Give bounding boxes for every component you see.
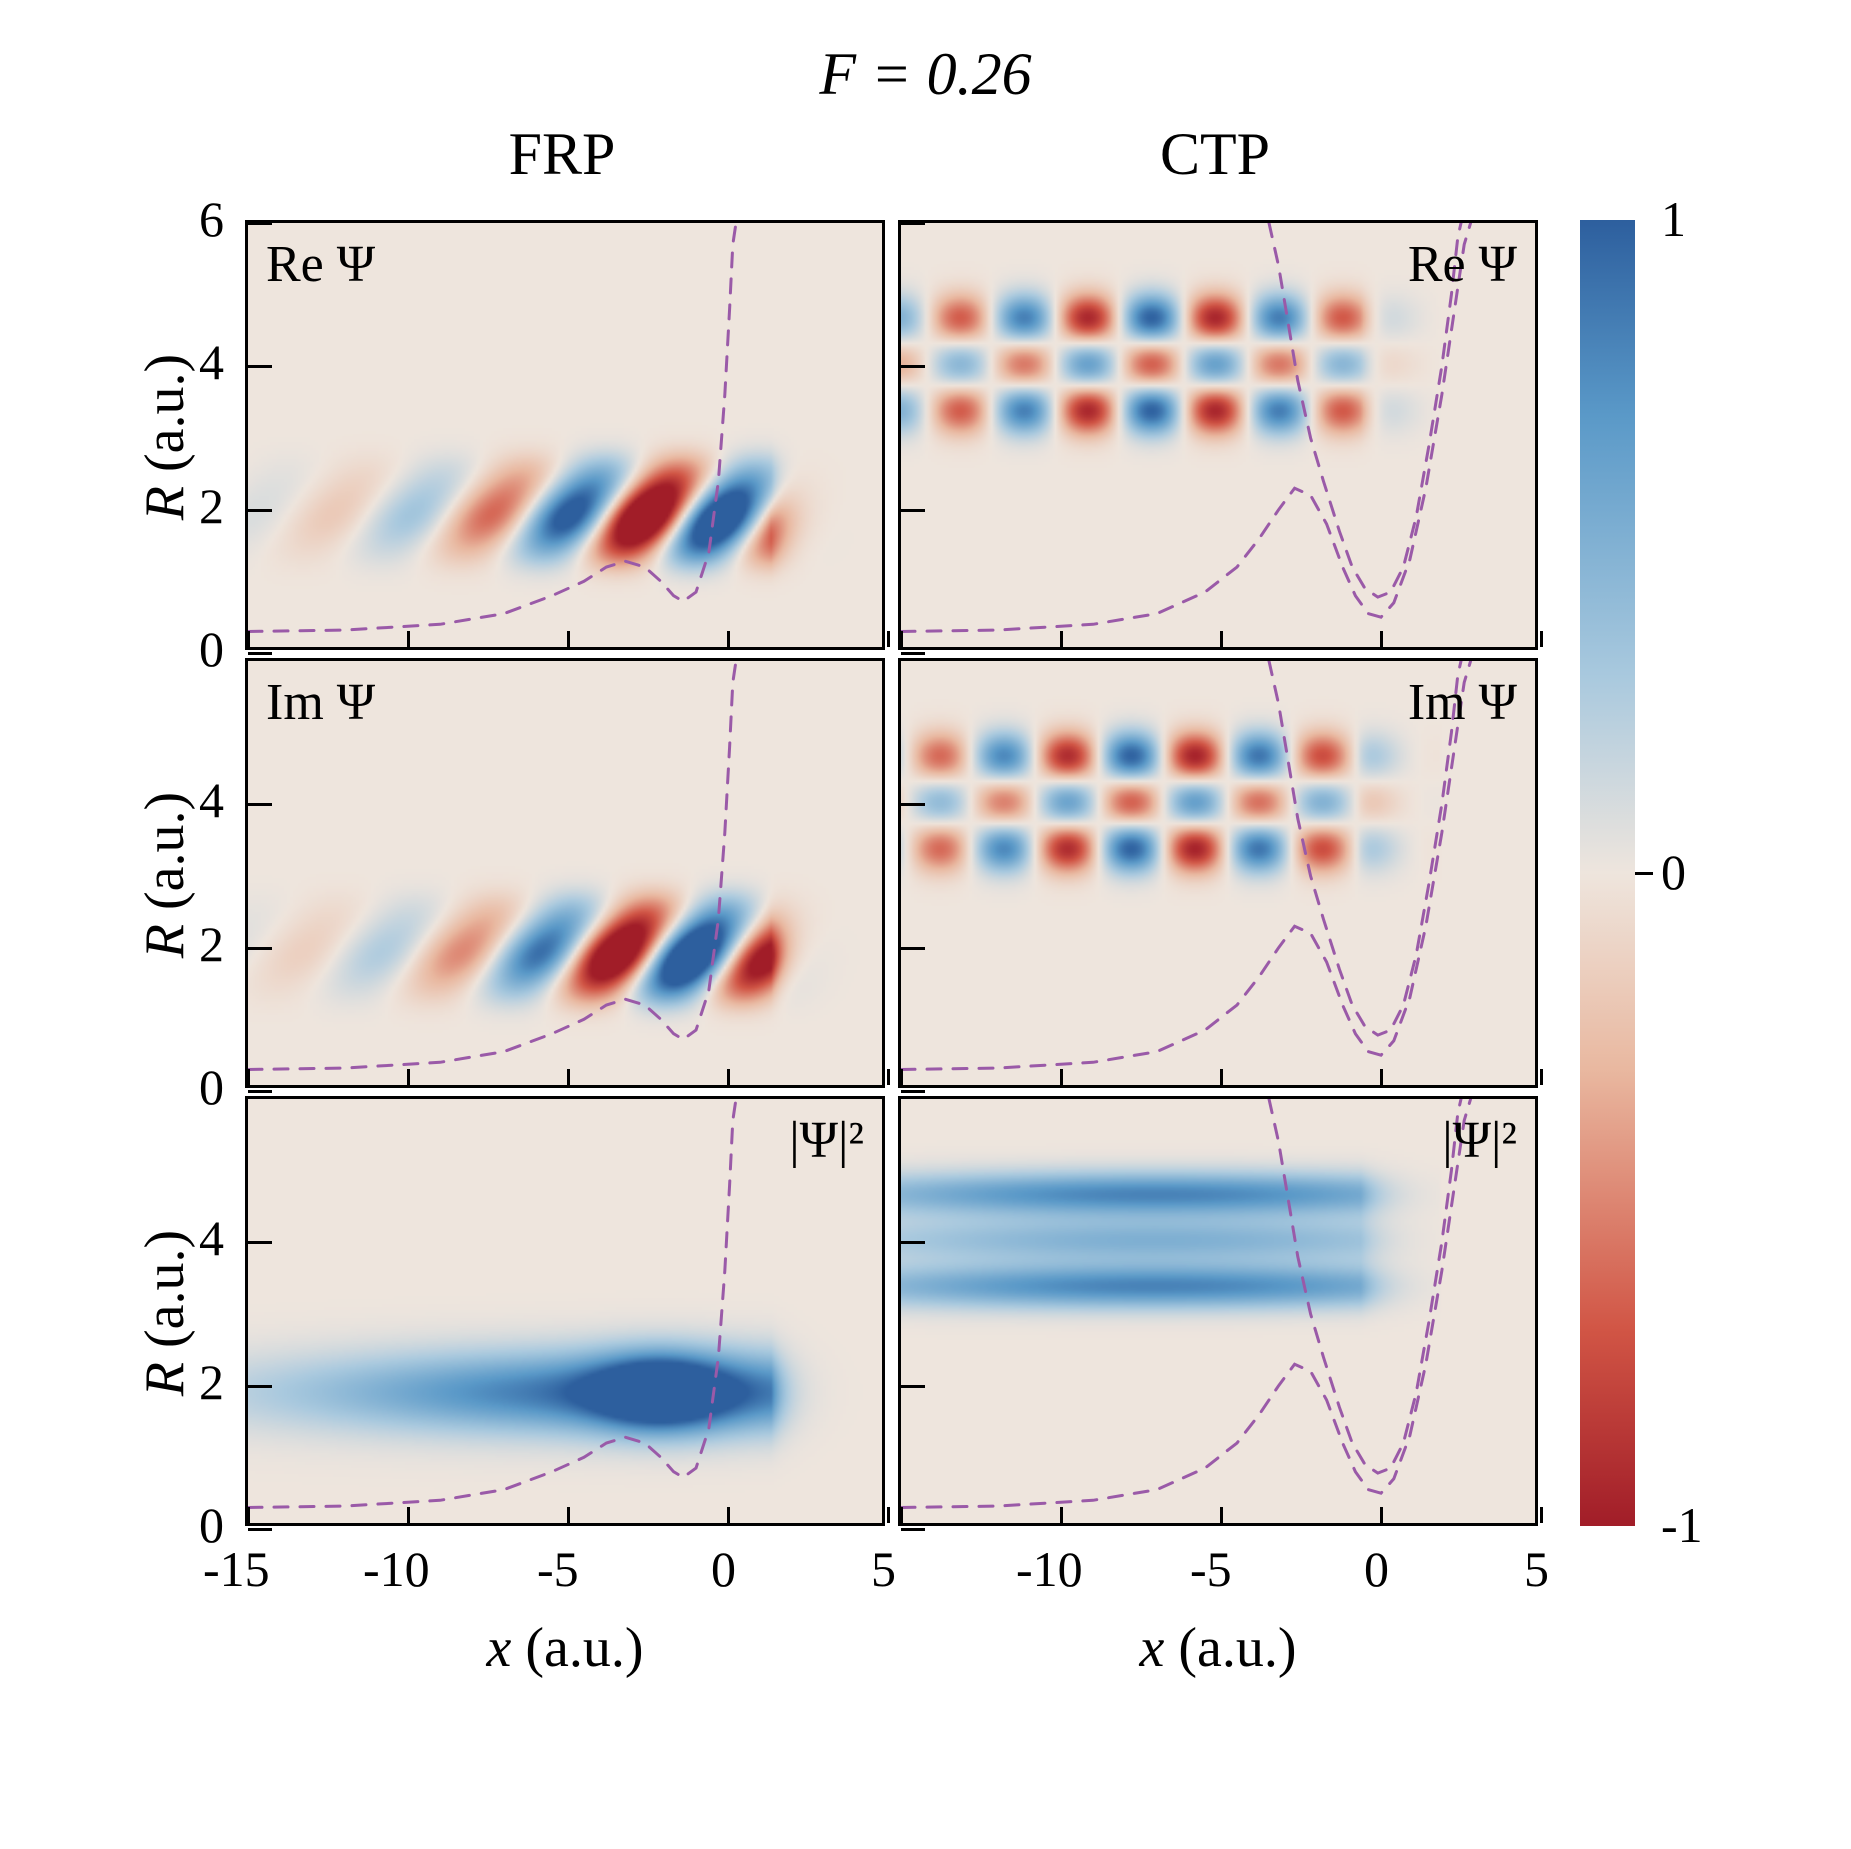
ytick-mark: [901, 1528, 925, 1531]
xtick-mark: [407, 1069, 410, 1085]
xtick-mark: [1060, 631, 1063, 647]
ytick-mark: [248, 1385, 272, 1388]
colorbar-zero-line: [1635, 872, 1653, 875]
ytick-mark: [248, 1528, 272, 1531]
panel-label: Re Ψ: [266, 235, 375, 294]
xtick-label: 0: [711, 1540, 736, 1598]
colorbar-tick-label: 0: [1661, 843, 1686, 901]
xtick-label: -10: [1016, 1540, 1083, 1598]
xtick-mark: [247, 1507, 250, 1523]
xtick-label: -5: [1190, 1540, 1232, 1598]
x-axis-label: x (a.u.): [365, 1616, 765, 1680]
panel-label: |Ψ|²: [789, 1111, 864, 1170]
ytick-label: 6: [199, 190, 233, 248]
xtick-mark: [1060, 1069, 1063, 1085]
xtick-mark: [567, 631, 570, 647]
panel-label: |Ψ|²: [1442, 1111, 1517, 1170]
ytick-mark: [248, 509, 272, 512]
panel-r1-c1: Im Ψ: [898, 658, 1538, 1088]
ytick-label: 2: [199, 477, 233, 535]
ytick-mark: [248, 365, 272, 368]
column-title-1: CTP: [1015, 120, 1415, 189]
xtick-mark: [247, 631, 250, 647]
y-axis-label: R (a.u.): [133, 237, 197, 637]
xtick-mark: [900, 1507, 903, 1523]
ytick-mark: [901, 652, 925, 655]
y-axis-label: R (a.u.): [133, 675, 197, 1075]
xtick-mark: [900, 631, 903, 647]
x-axis-label: x (a.u.): [1018, 1616, 1418, 1680]
ytick-label: 2: [199, 915, 233, 973]
xtick-label: -15: [203, 1540, 270, 1598]
panel-label: Im Ψ: [1408, 673, 1517, 732]
ytick-mark: [248, 947, 272, 950]
xtick-label: -10: [363, 1540, 430, 1598]
xtick-mark: [727, 631, 730, 647]
ytick-label: 4: [199, 771, 233, 829]
figure-root: F = 0.26FRPCTPRe Ψ0246R (a.u.)Re ΨIm Ψ02…: [0, 0, 1851, 1849]
xtick-mark: [727, 1069, 730, 1085]
panel-r2-c0: |Ψ|²: [245, 1096, 885, 1526]
heatmap-canvas: [248, 1099, 882, 1523]
xtick-mark: [1380, 1507, 1383, 1523]
ytick-label: 4: [199, 333, 233, 391]
panel-r0-c1: Re Ψ: [898, 220, 1538, 650]
ytick-mark: [901, 509, 925, 512]
ytick-mark: [248, 1090, 272, 1093]
panel-r1-c0: Im Ψ: [245, 658, 885, 1088]
xtick-mark: [1220, 1069, 1223, 1085]
ytick-label: 4: [199, 1209, 233, 1267]
ytick-mark: [901, 1241, 925, 1244]
ytick-mark: [248, 803, 272, 806]
xtick-mark: [1380, 631, 1383, 647]
column-title-0: FRP: [362, 120, 762, 189]
panel-r0-c0: Re Ψ: [245, 220, 885, 650]
xtick-mark: [727, 1507, 730, 1523]
xtick-mark: [1220, 631, 1223, 647]
ytick-mark: [248, 1241, 272, 1244]
colorbar: [1580, 220, 1635, 1526]
ytick-mark: [901, 365, 925, 368]
xtick-mark: [1060, 1507, 1063, 1523]
colorbar-gradient: [1580, 220, 1635, 1526]
ytick-mark: [901, 947, 925, 950]
xtick-mark: [247, 1069, 250, 1085]
xtick-mark: [887, 631, 890, 647]
xtick-mark: [1540, 1069, 1543, 1085]
ytick-mark: [248, 222, 272, 225]
panel-r2-c1: |Ψ|²: [898, 1096, 1538, 1526]
colorbar-tick-label: -1: [1661, 1496, 1703, 1554]
ytick-label: 0: [199, 620, 233, 678]
ytick-label: 0: [199, 1058, 233, 1116]
xtick-mark: [887, 1507, 890, 1523]
ytick-mark: [901, 222, 925, 225]
xtick-mark: [407, 631, 410, 647]
ytick-label: 2: [199, 1353, 233, 1411]
figure-suptitle: F = 0.26: [0, 40, 1851, 109]
panel-label: Re Ψ: [1408, 235, 1517, 294]
xtick-label: 5: [1524, 1540, 1549, 1598]
xtick-mark: [407, 1507, 410, 1523]
ytick-mark: [248, 652, 272, 655]
xtick-mark: [887, 1069, 890, 1085]
colorbar-tick-label: 1: [1661, 190, 1686, 248]
ytick-mark: [901, 1090, 925, 1093]
y-axis-label: R (a.u.): [133, 1113, 197, 1513]
ytick-mark: [901, 803, 925, 806]
heatmap-canvas: [901, 1099, 1535, 1523]
panel-label: Im Ψ: [266, 673, 375, 732]
xtick-mark: [900, 1069, 903, 1085]
xtick-label: -5: [537, 1540, 579, 1598]
xtick-label: 5: [871, 1540, 896, 1598]
xtick-mark: [1540, 631, 1543, 647]
xtick-mark: [1380, 1069, 1383, 1085]
xtick-mark: [567, 1507, 570, 1523]
xtick-mark: [567, 1069, 570, 1085]
xtick-label: 0: [1364, 1540, 1389, 1598]
ytick-mark: [901, 1385, 925, 1388]
xtick-mark: [1540, 1507, 1543, 1523]
xtick-mark: [1220, 1507, 1223, 1523]
